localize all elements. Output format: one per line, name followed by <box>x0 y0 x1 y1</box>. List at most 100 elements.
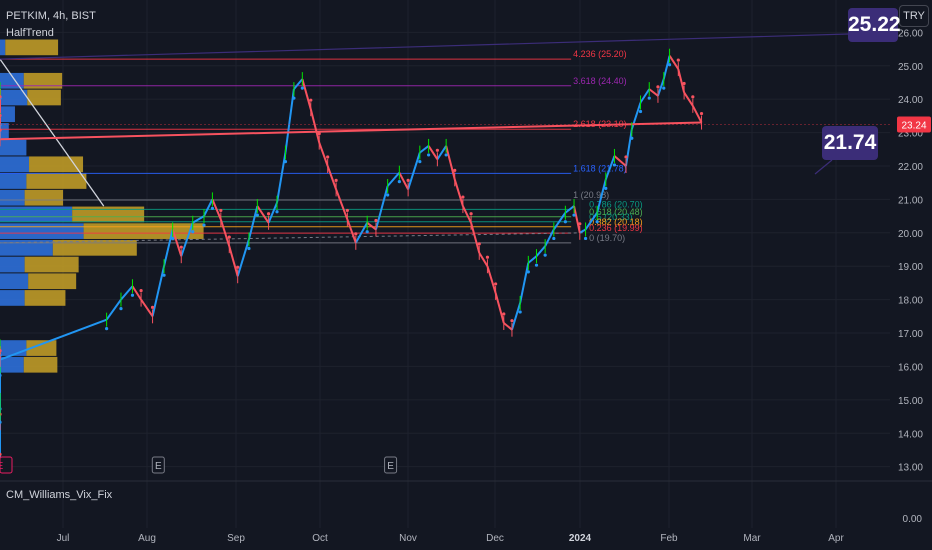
volume-profile-bar <box>0 206 73 223</box>
price-segment <box>0 318 107 361</box>
y-tick-label: 23.00 <box>898 129 923 140</box>
y-tick-label: 24.00 <box>898 95 923 106</box>
halftrend-dot <box>397 180 401 184</box>
price-segment <box>503 322 513 331</box>
x-tick-label: Aug <box>138 533 156 544</box>
earnings-marker <box>0 456 13 474</box>
price-segment <box>613 155 627 167</box>
x-tick-label: Sep <box>227 533 245 544</box>
halftrend-dot <box>150 305 155 309</box>
halftrend-dot <box>604 186 608 190</box>
price-segment <box>486 265 497 294</box>
halftrend-dot <box>191 230 195 234</box>
price-segment <box>662 55 671 80</box>
price-segment <box>677 68 686 93</box>
halftrend-dot <box>119 307 123 311</box>
volume-profile-bar <box>72 206 145 223</box>
halftrend-dot <box>667 63 672 67</box>
price-segment <box>151 265 166 317</box>
volume-profile-bar <box>24 290 66 306</box>
halftrend-dot <box>0 420 2 424</box>
halftrend-dot <box>552 236 556 241</box>
halftrend-dot <box>202 223 206 227</box>
x-tick-label: Nov <box>399 533 417 544</box>
y-tick-label: 25.00 <box>898 62 923 73</box>
halftrend-dot <box>345 208 349 213</box>
fib-level-label: 3.618 (24.40) <box>573 76 627 86</box>
x-tick-label: 2024 <box>569 533 592 544</box>
halftrend-dot <box>317 131 321 136</box>
price-segment <box>445 145 456 180</box>
price-segment <box>131 285 142 301</box>
volume-profile-bar <box>23 356 58 373</box>
price-segment <box>596 179 607 214</box>
callout-top-pointer <box>0 33 849 60</box>
price-segment <box>211 198 222 220</box>
x-tick-label: Apr <box>828 533 844 544</box>
price-segment <box>180 222 194 257</box>
price-segment <box>228 245 239 277</box>
dashed-trendline <box>0 232 583 244</box>
volume-profile-bar <box>0 239 53 256</box>
halftrend-dot <box>292 96 296 100</box>
halftrend-dot <box>247 246 251 251</box>
price-segment <box>604 155 616 180</box>
volume-profile-bar <box>0 256 25 273</box>
volume-profile-bar <box>83 223 204 239</box>
halftrend-dot <box>624 155 628 159</box>
halftrend-dot <box>494 282 498 286</box>
resistance-trendline <box>0 58 105 207</box>
price-segment <box>0 121 702 141</box>
halftrend-dot <box>469 212 473 216</box>
volume-profile-bar <box>26 340 57 356</box>
price-segment <box>535 245 546 257</box>
volume-profile-bar <box>29 156 84 173</box>
halftrend-dot <box>638 109 643 114</box>
volume-profile-bar <box>26 173 87 189</box>
currency-button[interactable]: TRY <box>899 5 929 27</box>
price-segment <box>236 239 250 277</box>
earnings-marker-label: E <box>0 461 4 472</box>
halftrend-dot <box>300 86 304 90</box>
halftrend-dot <box>354 232 358 236</box>
halftrend-dot <box>406 178 410 182</box>
halftrend-dot <box>0 95 2 99</box>
halftrend-dot <box>283 160 288 164</box>
volume-profile-bar <box>23 72 63 89</box>
halftrend-dot <box>105 327 109 331</box>
halftrend-dot <box>365 230 369 234</box>
volume-profile-bar <box>0 106 15 123</box>
price-segment <box>668 55 680 70</box>
halftrend-dot <box>427 153 431 157</box>
halftrend-dot <box>578 222 582 226</box>
y-tick-label: 13.00 <box>898 463 923 474</box>
fib-level-label: 0.382 (20.18) <box>589 217 643 227</box>
price-segment <box>584 212 598 231</box>
halftrend-dot <box>326 155 330 159</box>
price-segment <box>163 229 174 267</box>
halftrend-dot <box>255 213 259 217</box>
volume-profile-bar <box>28 273 77 290</box>
callout-middle: 21.74 <box>822 126 878 160</box>
halftrend-dot <box>453 168 457 172</box>
price-segment <box>419 145 430 154</box>
fib-level-label: 0 (19.70) <box>589 233 625 243</box>
price-segment <box>256 205 270 224</box>
halftrend-dot <box>461 195 465 199</box>
x-tick-label: Jul <box>57 533 70 544</box>
halftrend-dot <box>444 153 448 157</box>
price-segment <box>318 142 329 167</box>
volume-profile-bar <box>5 39 59 56</box>
halftrend-dot <box>534 263 539 267</box>
volume-profile-bar <box>0 123 9 139</box>
fib-level-label: 4.236 (25.20) <box>573 49 627 59</box>
volume-profile-bar <box>0 273 29 290</box>
earnings-marker-label: E <box>155 461 162 472</box>
price-segment <box>247 205 259 240</box>
price-segment <box>284 89 295 153</box>
price-segment <box>436 145 447 160</box>
earnings-marker <box>384 456 398 474</box>
volume-profile-bar <box>0 356 24 373</box>
volume-profile-bar <box>27 89 61 106</box>
